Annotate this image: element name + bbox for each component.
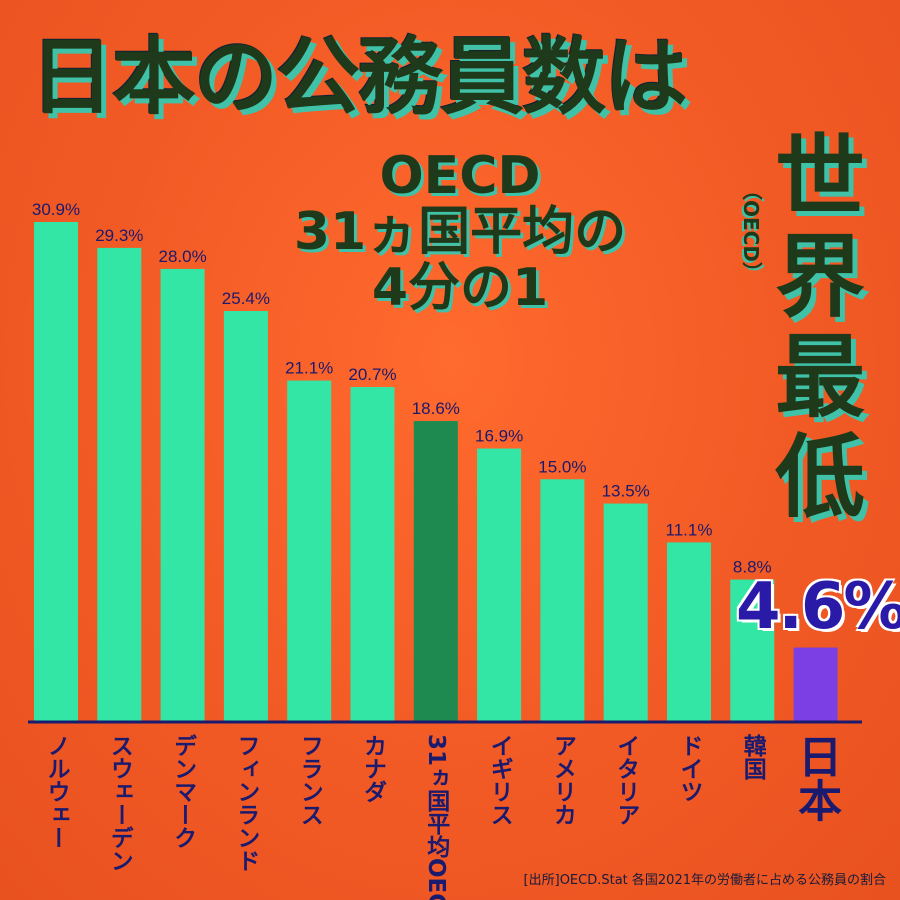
value-label-9: 13.5%	[602, 482, 650, 501]
category-label-9: イタリア	[613, 734, 640, 826]
japan-value-label: 4.6%	[736, 570, 900, 644]
subtitle-line-2: 31ヵ国平均の	[293, 202, 627, 262]
oecd-parenthetical: （OECD）	[739, 180, 763, 282]
category-label-2: デンマーク	[170, 733, 197, 849]
bar-9	[603, 503, 648, 722]
category-label-7: イギリス	[486, 734, 512, 826]
source-note: [出所]OECD.Stat 各国2021年の労働者に占める公務員の割合	[523, 873, 886, 888]
value-label-2: 28.0%	[158, 247, 206, 266]
bar-0	[34, 222, 78, 722]
category-label-11: 韓国	[739, 733, 767, 780]
category-label-1: スウェーデン	[106, 734, 133, 872]
bar-8	[540, 479, 585, 722]
bar-1	[97, 247, 142, 723]
category-label-3: フィンランド	[233, 734, 259, 872]
category-label-10: ドイツ	[676, 734, 703, 803]
subtitle-line-3: 4分の1	[371, 258, 549, 318]
bar-11	[730, 579, 775, 722]
bar-12	[793, 647, 838, 722]
value-label-8: 15.0%	[538, 457, 586, 476]
value-label-3: 25.4%	[222, 289, 270, 308]
value-label-10: 11.1%	[666, 520, 713, 539]
chart-title: 日本の公務員数は	[30, 28, 688, 126]
subtitle-line-1: OECD	[379, 146, 541, 206]
value-label-1: 29.3%	[95, 226, 143, 245]
bar-5	[350, 387, 395, 722]
category-label-6: 31ヵ国平均OECD	[423, 734, 451, 900]
value-label-7: 16.9%	[475, 427, 523, 446]
bar-10	[667, 542, 711, 722]
vertical-title: 世界最低	[775, 125, 865, 530]
value-label-11: 8.8%	[733, 558, 772, 577]
value-label-4: 21.1%	[285, 359, 333, 378]
category-label-4: フランス	[296, 734, 323, 826]
category-label-5: カナダ	[360, 734, 387, 803]
category-label-12: 日本	[790, 734, 842, 822]
category-label-0: ノルウェー	[43, 734, 70, 849]
value-label-0: 30.9%	[32, 200, 80, 219]
value-label-5: 20.7%	[348, 365, 396, 384]
bar-6	[413, 421, 458, 722]
bar-2	[160, 268, 205, 722]
category-label-8: アメリカ	[549, 734, 576, 826]
subtitle: OECD 31ヵ国平均の 4分の1	[270, 148, 650, 316]
bar-7	[477, 448, 522, 722]
bar-4	[287, 380, 332, 722]
bar-3	[223, 310, 268, 722]
value-label-6: 18.6%	[412, 399, 460, 418]
